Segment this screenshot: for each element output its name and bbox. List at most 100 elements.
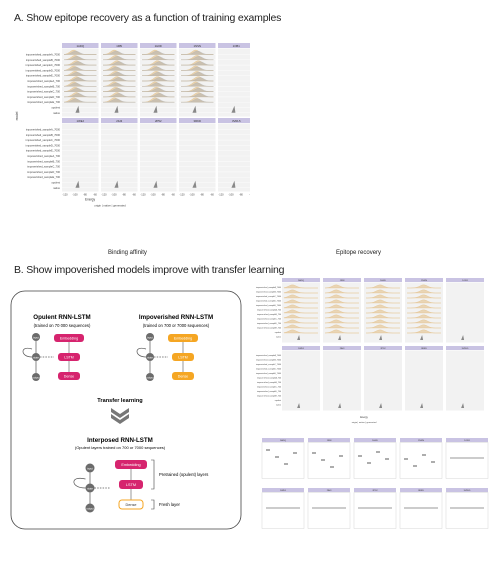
density-ridge bbox=[366, 299, 400, 304]
native-density bbox=[153, 180, 158, 188]
interposed-lstm-layer bbox=[119, 480, 143, 489]
interposed-subtitle: (Opulent layers trained on 700 or 7000 s… bbox=[75, 445, 166, 450]
facet-panel bbox=[282, 350, 320, 411]
svg-text:LSTM: LSTM bbox=[64, 356, 74, 360]
facet-strip bbox=[364, 278, 402, 282]
row-label: impoverished_sampleA_700 bbox=[27, 154, 60, 158]
density-ridge bbox=[142, 87, 175, 92]
density-ridge bbox=[283, 289, 318, 294]
density-ridge bbox=[103, 72, 136, 76]
density-ridge bbox=[324, 299, 359, 304]
fresh-bracket bbox=[151, 499, 155, 510]
row-label: impoverished_sampleC_7000 bbox=[256, 363, 281, 366]
epitope-recovery-ridgeplot: 1ADQ 1FBI 1H0D 1NSN 1OB1 1WEJ 2IH3 2P52 3RKD 3VRL… bbox=[256, 278, 484, 424]
facet-strip bbox=[218, 43, 250, 48]
facet-label: 1OB1 bbox=[464, 440, 470, 442]
density-ridge bbox=[366, 294, 400, 299]
row-label: impoverished_sampleC_700 bbox=[27, 90, 60, 94]
row-label: impoverished_sampleE_7000 bbox=[256, 304, 281, 307]
svg-text:LSTM: LSTM bbox=[126, 483, 136, 487]
row-label: impoverished_sampleE_7000 bbox=[26, 74, 61, 78]
native-density bbox=[75, 105, 80, 113]
facet-strip bbox=[101, 43, 138, 48]
row-label: opulent bbox=[51, 181, 60, 185]
density-ridge bbox=[324, 329, 359, 334]
facet-panel bbox=[62, 123, 99, 192]
facet-panel bbox=[353, 442, 397, 479]
facet-strip bbox=[364, 346, 402, 350]
density-ridge bbox=[142, 56, 175, 60]
native-density bbox=[420, 403, 424, 408]
facet-label: 1FBI bbox=[116, 44, 122, 48]
svg-text:Embedding: Embedding bbox=[60, 337, 78, 341]
native-density bbox=[297, 335, 301, 340]
density-ridge bbox=[103, 93, 136, 98]
row-label: impoverished_sampleB_7000 bbox=[256, 359, 281, 362]
native-density bbox=[114, 180, 119, 188]
opulent-dense-layer bbox=[58, 372, 80, 380]
density-ridge bbox=[103, 50, 136, 55]
row-label: impoverished_sampleD_700 bbox=[27, 95, 60, 99]
x-tick-label: -60 bbox=[249, 193, 250, 197]
facet-panel bbox=[218, 48, 250, 117]
row-label: impoverished_sampleA_7000 bbox=[256, 286, 281, 289]
density-ridge bbox=[283, 319, 318, 324]
facet-panel bbox=[261, 492, 305, 529]
row-label: native bbox=[276, 336, 281, 339]
row-label: impoverished_sampleA_700 bbox=[257, 377, 281, 380]
row-label: native bbox=[53, 186, 60, 190]
facet-label: 2IH3 bbox=[116, 119, 122, 123]
density-ridge bbox=[366, 304, 400, 309]
facet-panel bbox=[445, 442, 489, 479]
facet-panel bbox=[364, 350, 402, 411]
facet-strip bbox=[262, 488, 304, 492]
row-label: impoverished_sampleA_7000 bbox=[26, 53, 61, 57]
x-tick-label: -80 bbox=[161, 193, 165, 197]
density-ridge bbox=[366, 289, 400, 294]
input-node bbox=[32, 333, 40, 341]
facet-strip bbox=[179, 118, 216, 123]
svg-text:Embedding: Embedding bbox=[174, 337, 192, 341]
density-ridge bbox=[103, 87, 136, 92]
facet-label: 3RKD bbox=[194, 119, 201, 123]
density-ridge bbox=[142, 93, 175, 98]
density-ridge bbox=[407, 304, 441, 309]
facet-strip bbox=[101, 118, 138, 123]
state-node bbox=[32, 353, 40, 361]
density-ridge bbox=[324, 309, 359, 314]
facet-label: 3RKD bbox=[418, 490, 424, 492]
density-ridge bbox=[181, 77, 214, 82]
facet-panel bbox=[399, 492, 443, 529]
density-ridge bbox=[324, 319, 359, 324]
facet-label: 1ADQ bbox=[280, 439, 286, 442]
svg-text:Dense: Dense bbox=[126, 503, 137, 507]
svg-text:output: output bbox=[32, 375, 39, 379]
opulent-lstm-layer bbox=[58, 353, 80, 361]
panel-b-title: B. Show impoverished models improve with… bbox=[14, 264, 285, 276]
interposed-title: Interposed RNN-LSTM bbox=[87, 437, 153, 444]
facet-strip bbox=[446, 438, 488, 442]
facet-strip bbox=[282, 346, 320, 350]
x-tick-label: -60 bbox=[132, 193, 136, 197]
row-label: impoverished_sampleC_7000 bbox=[26, 138, 61, 142]
facet-strip bbox=[446, 488, 488, 492]
density-ridge bbox=[324, 314, 359, 319]
density-ridge bbox=[283, 309, 318, 314]
density-ridge bbox=[324, 284, 359, 289]
facet-label: 1H0D bbox=[155, 44, 162, 48]
density-ridge bbox=[63, 66, 97, 71]
density-ridge bbox=[181, 93, 214, 98]
density-ridge bbox=[366, 319, 400, 324]
row-label: impoverished_sampleC_7000 bbox=[256, 295, 281, 298]
x-tick-label: -100 bbox=[228, 193, 234, 197]
density-ridge bbox=[407, 299, 441, 304]
density-ridge bbox=[407, 319, 441, 324]
density-ridge bbox=[283, 329, 318, 334]
native-density bbox=[338, 335, 342, 340]
density-ridge bbox=[283, 324, 318, 329]
density-ridge bbox=[64, 77, 97, 82]
density-ridge bbox=[324, 294, 359, 299]
impoverished-lstm-layer bbox=[172, 353, 194, 361]
density-ridge bbox=[366, 284, 400, 289]
row-label: impoverished_sampleB_7000 bbox=[26, 58, 61, 62]
